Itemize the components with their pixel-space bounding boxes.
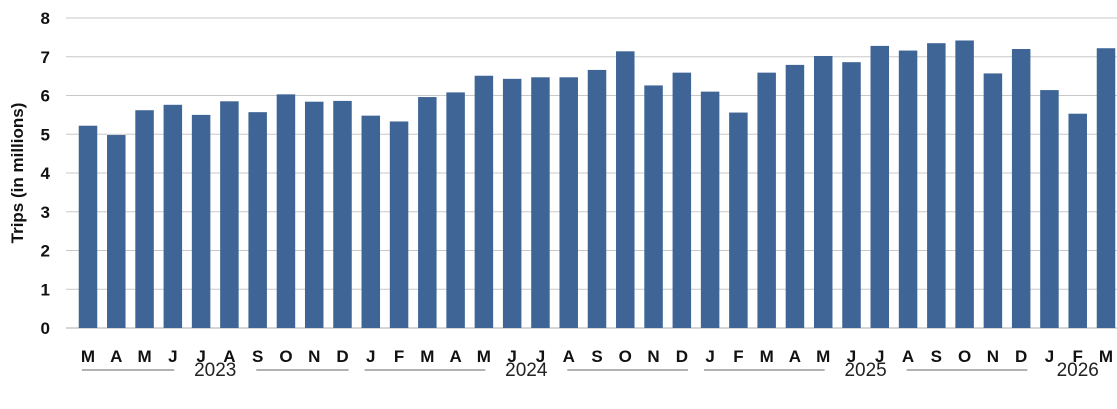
x-tick-label: D: [336, 347, 348, 366]
x-tick-label: A: [223, 347, 235, 366]
bar: [418, 97, 437, 328]
y-tick-label: 6: [41, 87, 50, 106]
x-tick-label: D: [1015, 347, 1027, 366]
x-tick-label: A: [902, 347, 914, 366]
bar: [587, 69, 607, 329]
bar: [870, 45, 890, 329]
y-tick-label: 1: [41, 280, 50, 299]
bar: [191, 114, 211, 329]
bar: [107, 135, 126, 328]
bar: [333, 100, 352, 328]
y-tick-label: 4: [41, 164, 51, 183]
bar: [1040, 90, 1059, 328]
y-tick-label: 5: [41, 125, 50, 144]
year-label: 2024: [505, 360, 548, 381]
x-tick-label: A: [449, 347, 461, 366]
bar: [304, 101, 324, 328]
y-tick-label: 8: [41, 9, 50, 28]
x-tick-label: M: [760, 347, 774, 366]
bar: [842, 62, 861, 329]
x-tick-label: M: [420, 347, 434, 366]
bar: [955, 40, 974, 328]
bar: [927, 43, 946, 328]
bar: [1068, 113, 1087, 329]
bar: [983, 73, 1003, 328]
bar: [531, 77, 550, 328]
x-tick-label: O: [279, 347, 292, 366]
x-tick-label: O: [619, 347, 632, 366]
bar: [644, 85, 663, 329]
year-axis: 2023 2024 2025 2026: [81, 360, 1099, 381]
x-tick-label: M: [137, 347, 151, 366]
x-tick-label: J: [875, 347, 884, 366]
x-tick-label: N: [308, 347, 320, 366]
y-axis-title: Trips (in millions): [8, 103, 27, 244]
x-tick-label: F: [394, 347, 404, 366]
x-tick-label: M: [1099, 347, 1113, 366]
bar: [785, 64, 805, 328]
x-tick-label: N: [987, 347, 999, 366]
x-tick-label: J: [705, 347, 714, 366]
x-tick-label: S: [252, 347, 263, 366]
bar: [616, 51, 635, 328]
x-tick-label: J: [847, 347, 856, 366]
x-tick-label: M: [816, 347, 830, 366]
bar: [813, 55, 833, 328]
bar: [220, 101, 239, 328]
y-tick-label: 3: [41, 203, 50, 222]
bar: [248, 112, 267, 328]
year-label: 2026: [1057, 360, 1099, 381]
x-tick-label: M: [477, 347, 491, 366]
bar: [474, 75, 494, 329]
bar: [78, 125, 98, 328]
x-tick-label: J: [1045, 347, 1054, 366]
x-tick-label: A: [110, 347, 122, 366]
y-tick-label: 0: [41, 319, 50, 338]
x-tick-label: F: [733, 347, 743, 366]
bar: [672, 72, 692, 328]
year-label: 2023: [194, 360, 236, 381]
bar: [163, 104, 183, 328]
x-tick-label: A: [563, 347, 575, 366]
year-label: 2025: [844, 360, 886, 381]
bar: [135, 110, 154, 328]
bar: [700, 91, 720, 329]
bars: [78, 40, 1116, 329]
bar: [389, 121, 409, 329]
bar: [502, 78, 522, 328]
x-tick-label: D: [676, 347, 688, 366]
bar: [446, 92, 465, 329]
y-axis-ticks: 0 1 2 3 4 5 6 7 8: [41, 9, 51, 338]
x-tick-label: O: [958, 347, 971, 366]
y-tick-label: 7: [41, 48, 50, 67]
bar: [757, 72, 776, 328]
x-tick-label: S: [931, 347, 942, 366]
x-tick-label: N: [647, 347, 659, 366]
x-tick-label: J: [196, 347, 205, 366]
x-tick-label: J: [536, 347, 545, 366]
bar: [898, 50, 918, 329]
bar: [276, 94, 296, 328]
x-tick-label: M: [81, 347, 95, 366]
x-tick-label: J: [507, 347, 516, 366]
bar: [1011, 49, 1031, 328]
x-tick-label: J: [366, 347, 375, 366]
bar: [1096, 48, 1116, 328]
x-tick-label: A: [789, 347, 801, 366]
bar: [559, 77, 578, 328]
bar: [361, 115, 381, 329]
x-tick-label: J: [168, 347, 177, 366]
x-tick-label: S: [591, 347, 602, 366]
bar: [729, 112, 748, 328]
x-tick-label: F: [1073, 347, 1083, 366]
y-tick-label: 2: [41, 242, 50, 261]
